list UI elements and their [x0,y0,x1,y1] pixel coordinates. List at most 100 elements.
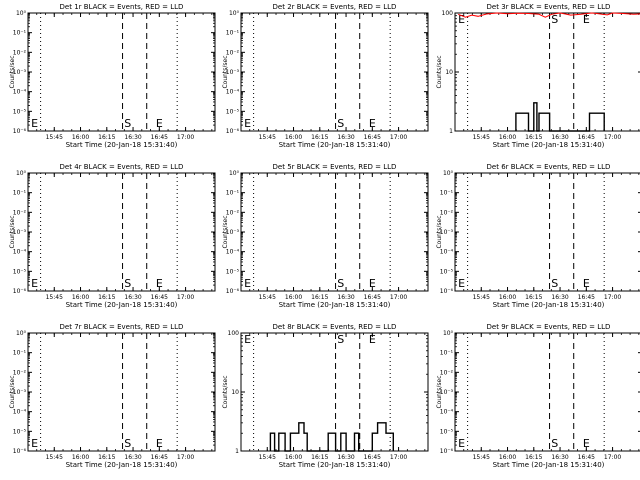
x-tick-label: 15:45 [259,294,276,301]
y-tick-label: 10⁻⁵ [13,108,27,115]
x-axis-label: Start Time (20-Jan-18 15:31:40) [279,301,391,309]
y-tick-label: 10⁻⁴ [13,89,27,96]
x-tick-label: 16:00 [285,134,302,141]
panel-title: Det 1r BLACK = Events, RED = LLD [60,3,184,11]
y-axis-label: Counts/sec [222,375,229,408]
marker-label: S [124,117,131,130]
y-tick-label: 10⁻² [13,49,27,56]
marker-label: E [369,333,376,346]
y-axis-label: Counts/sec [436,375,443,408]
y-tick-label: 10⁻³ [13,69,27,76]
y-axis-label: Counts/sec [9,215,16,248]
marker-label: E [244,333,251,346]
marker-label: E [244,117,251,130]
y-tick-label: 10⁰ [443,330,454,337]
marker-label: E [369,117,376,130]
x-axis-label: Start Time (20-Jan-18 15:31:40) [493,141,605,149]
y-tick-label: 10⁻³ [13,389,27,396]
x-tick-label: 17:00 [177,294,194,301]
panel-title: Det 3r BLACK = Events, RED = LLD [487,3,611,11]
y-tick-label: 10⁰ [16,330,27,337]
y-tick-label: 10⁰ [229,10,240,17]
panel-title: Det 4r BLACK = Events, RED = LLD [60,163,184,171]
panel-6r: Det 6r BLACK = Events, RED = LLD Counts/s… [436,163,640,309]
y-tick-label: 10⁻⁶ [13,128,27,135]
plot-frame [240,12,429,132]
marker-label: E [458,437,465,450]
x-tick-label: 16:15 [525,454,542,461]
x-tick-label: 15:45 [259,454,276,461]
y-tick-label: 10⁰ [16,170,27,177]
y-axis-label: Counts/sec [222,215,229,248]
x-tick-label: 16:00 [72,454,89,461]
marker-label: E [156,437,163,450]
x-axis-label: Start Time (20-Jan-18 15:31:40) [279,141,391,149]
x-tick-label: 17:00 [604,454,621,461]
events-series-line [515,102,605,132]
x-tick-label: 16:00 [285,294,302,301]
panel-8r: Det 8r BLACK = Events, RED = LLD Counts/s… [222,323,429,469]
x-tick-label: 17:00 [390,134,407,141]
x-tick-label: 16:45 [578,134,595,141]
y-tick-label: 10⁻² [226,209,240,216]
panel-5r: Det 5r BLACK = Events, RED = LLD Counts/s… [222,163,429,309]
marker-label: E [156,277,163,290]
y-tick-label: 10⁻¹ [440,350,454,357]
x-tick-label: 17:00 [177,134,194,141]
marker-label: E [458,277,465,290]
y-tick-label: 10⁻⁶ [440,288,454,295]
y-tick-label: 10⁻¹ [13,30,27,37]
plot-frame [240,172,429,292]
x-tick-label: 15:45 [259,134,276,141]
x-tick-label: 16:45 [578,294,595,301]
marker-label: S [337,277,344,290]
y-tick-label: 10⁻⁵ [13,428,27,435]
x-tick-label: 16:15 [98,134,115,141]
panel-title: Det 2r BLACK = Events, RED = LLD [273,3,397,11]
y-tick-label: 10 [231,389,239,396]
x-tick-label: 16:45 [364,454,381,461]
y-tick-label: 10⁻² [13,369,27,376]
x-tick-label: 16:30 [337,134,354,141]
x-tick-label: 17:00 [177,454,194,461]
y-tick-label: 10⁻³ [226,229,240,236]
marker-label: S [551,13,558,26]
y-tick-label: 1 [235,448,239,455]
panel-4r: Det 4r BLACK = Events, RED = LLD Counts/s… [9,163,216,309]
y-tick-label: 10⁻¹ [440,190,454,197]
x-tick-label: 15:45 [473,294,490,301]
y-tick-label: 10⁻⁶ [226,128,240,135]
y-tick-label: 10⁻¹ [226,190,240,197]
y-tick-label: 10⁻³ [226,69,240,76]
y-tick-label: 10⁻² [226,49,240,56]
marker-label: E [31,117,38,130]
plot-frame [27,172,216,292]
x-tick-label: 16:15 [525,134,542,141]
y-tick-label: 10⁻¹ [13,190,27,197]
y-tick-label: 10⁻³ [13,229,27,236]
y-tick-label: 100 [442,10,454,17]
y-tick-label: 10⁻⁵ [440,428,454,435]
y-tick-label: 10⁻² [440,209,454,216]
panel-3r: Det 3r BLACK = Events, RED = LLD Counts/s… [436,3,640,149]
x-tick-label: 16:15 [311,454,328,461]
marker-label: E [583,13,590,26]
x-tick-label: 16:15 [311,134,328,141]
panel-2r: Det 2r BLACK = Events, RED = LLD Counts/s… [222,3,429,149]
x-tick-label: 16:30 [551,134,568,141]
plot-frame [27,332,216,452]
y-tick-label: 10⁰ [443,170,454,177]
x-tick-label: 15:45 [473,134,490,141]
marker-label: E [458,13,465,26]
y-tick-label: 10⁻⁴ [226,89,240,96]
x-tick-label: 16:45 [151,294,168,301]
y-tick-label: 10⁻³ [440,389,454,396]
y-tick-label: 10⁻⁶ [13,448,27,455]
x-tick-label: 16:00 [499,134,516,141]
y-tick-label: 1 [449,128,453,135]
panel-title: Det 8r BLACK = Events, RED = LLD [273,323,397,331]
x-tick-label: 16:45 [151,454,168,461]
panel-9r: Det 9r BLACK = Events, RED = LLD Counts/s… [436,323,640,469]
marker-label: E [31,277,38,290]
